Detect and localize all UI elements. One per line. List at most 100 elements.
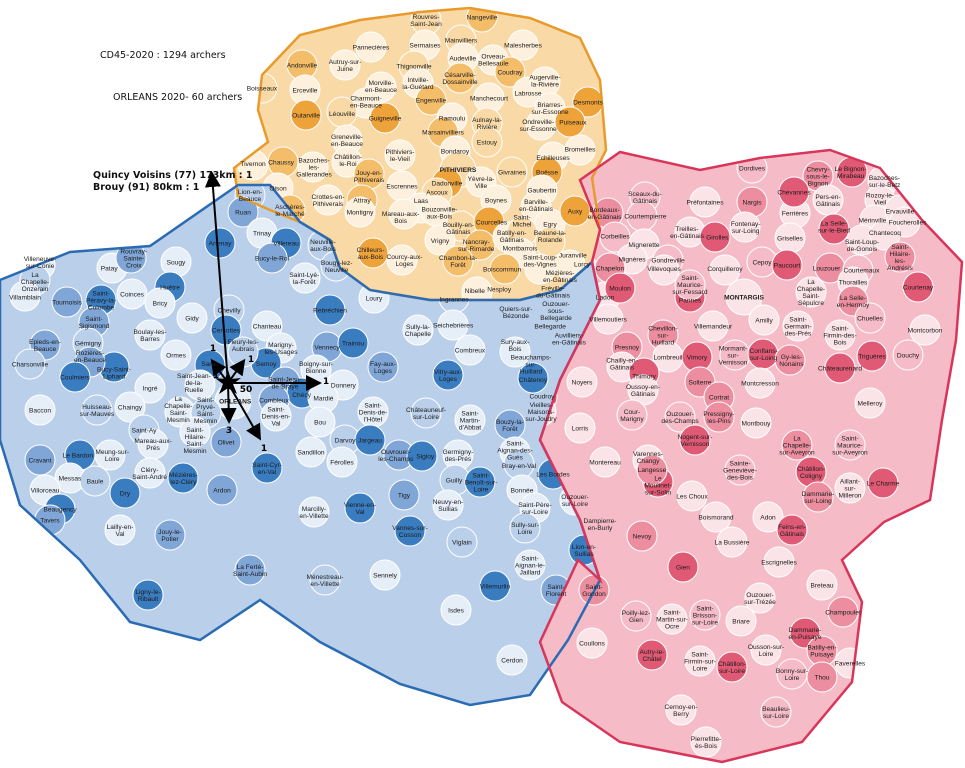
commune-label: Corbeilles xyxy=(600,233,630,240)
commune-label: Cerdon xyxy=(501,657,523,664)
commune-label-group: ORLEANS xyxy=(219,398,252,405)
commune-label: Pannecières xyxy=(353,44,390,51)
commune-cell xyxy=(290,99,322,131)
commune-label: Melleroy xyxy=(858,400,884,407)
commune-label: Combreux xyxy=(455,347,486,354)
commune-cell xyxy=(689,186,721,218)
commune-label: Nibelle xyxy=(465,288,485,295)
commune-label: Presnoy xyxy=(615,344,640,351)
commune-cell xyxy=(795,276,827,308)
commune-label: Le Bignon-Mirabeau xyxy=(835,166,867,180)
commune-cell xyxy=(256,242,288,274)
brouy-note: Brouy (91) 80km : 1 xyxy=(93,182,200,193)
commune-label-group: Thimory xyxy=(632,374,657,381)
commune-label: Ormes xyxy=(166,352,186,359)
commune-label-group: Bucy-Saint-Liphard xyxy=(97,367,131,381)
commune-label-group: Feins-en-Gâtinais xyxy=(778,524,806,538)
commune-label-group: Olivet xyxy=(218,439,235,446)
commune-label: Rebréchien xyxy=(313,307,347,314)
commune-label-group: Pers-en-Gâtinais xyxy=(815,194,840,208)
commune-label-group: Louzouer xyxy=(813,265,841,272)
commune-label-group: Baccon xyxy=(29,407,51,414)
commune-cell xyxy=(566,366,598,398)
commune-cell xyxy=(507,29,539,61)
commune-label: Paucourt xyxy=(774,262,801,269)
commune-label-group: Artenay xyxy=(209,240,232,247)
commune-label: Rouvres-Saint-Jean xyxy=(410,14,442,28)
commune-label-group: Trinay xyxy=(253,230,272,237)
commune-cell xyxy=(494,56,526,88)
commune-label-group: Darvoy xyxy=(335,437,357,444)
commune-label-group: Coinces xyxy=(120,291,145,298)
commune-label-group: Estouy xyxy=(477,139,498,146)
commune-cell xyxy=(636,639,668,671)
commune-label-group: Coudray xyxy=(498,69,524,76)
commune-label-group: Triguères xyxy=(858,353,886,360)
commune-label-group: Saint-Firmin-des-Bois xyxy=(823,325,856,346)
commune-cell xyxy=(326,446,358,478)
commune-label-group: Sigloy xyxy=(416,453,435,460)
commune-label: Saint-Jean-de-Braye xyxy=(268,376,302,390)
commune-label: Bouzonville-aux-Bois xyxy=(421,207,457,221)
commune-cell xyxy=(700,501,732,533)
commune-label-group: Châteauneuf-sur-Loire xyxy=(406,407,446,421)
commune-label-group: Chevry-sous-le-Bignon xyxy=(806,166,829,187)
commune-label: Andonville xyxy=(287,62,318,69)
commune-label: Escrennes xyxy=(386,183,418,190)
commune-cell xyxy=(402,314,434,346)
commune-cell xyxy=(534,226,566,258)
commune-label: Nesploy xyxy=(487,286,512,293)
commune-cell xyxy=(689,599,721,631)
commune-label-group: Andonville xyxy=(287,62,318,69)
commune-label-group: Conflans-sur-Loing xyxy=(749,348,777,362)
commune-label-group: Gidy xyxy=(185,315,199,322)
commune-label-group: Gaubertin xyxy=(528,187,557,194)
commune-cell xyxy=(454,404,486,436)
commune-label: Neuvy-en-Sullias xyxy=(433,499,463,513)
commune-label: Saint-Gondon xyxy=(582,584,606,598)
commune-label-group: Dordives xyxy=(739,165,766,172)
commune-label: La Selle-sur-le-Bied xyxy=(818,220,850,234)
count-saran: 1 xyxy=(210,344,216,354)
commune-label: Malesherbes xyxy=(504,42,542,49)
commune-label-group: Foucherolles xyxy=(889,219,927,226)
commune-label: Saint-Germain-des-Prés xyxy=(784,316,812,337)
commune-label-group: Engenville xyxy=(416,97,447,104)
commune-label-group: Auvilliers-en-Gâtinais xyxy=(552,332,586,346)
commune-label-group: Rouvres-Saint-Jean xyxy=(410,14,442,28)
commune-label: Briare xyxy=(732,618,750,625)
commune-label-group: Messas xyxy=(59,475,82,482)
commune-cell xyxy=(834,429,866,461)
commune-label-group: Châteaurenard xyxy=(818,365,862,372)
commune-cell xyxy=(760,696,792,728)
commune-cell xyxy=(432,359,464,391)
commune-label: Les Choux xyxy=(676,493,708,500)
commune-label-group: Aulnay-la-Rivière xyxy=(472,117,502,131)
commune-label: Dadonville xyxy=(432,180,463,187)
commune-label-group: Jouy-le-Potier xyxy=(158,529,181,543)
commune-label: Sandillon xyxy=(297,449,324,456)
commune-cell xyxy=(176,302,208,334)
commune-label: Bucy-le-Roi xyxy=(255,255,290,262)
commune-label-group: Ingré xyxy=(142,385,157,392)
commune-label: Guigneville xyxy=(369,115,402,122)
commune-label-group: Chapelon xyxy=(596,265,625,272)
commune-label-group: Lailly-en-Val xyxy=(107,524,134,538)
commune-label: Villevoques xyxy=(647,266,681,273)
commune-label-group: Briarres-sur-Essonne xyxy=(531,102,568,116)
commune-label-group: Ramoulu xyxy=(439,115,466,122)
commune-label-group: Champoulet xyxy=(825,609,861,616)
commune-label: Saint-Aignan-le-Jaillard xyxy=(515,555,545,576)
commune-label: Le Charme xyxy=(867,480,900,487)
commune-label: Corquilleroy xyxy=(707,266,743,273)
commune-label: Férolles xyxy=(330,459,354,466)
commune-cell xyxy=(9,280,41,312)
commune-label-group: Augerville-la-Rivière xyxy=(529,75,560,89)
arrow-olivet xyxy=(220,382,237,424)
commune-label-group: Villeneuve-sur-Conie xyxy=(24,256,57,270)
commune-label: Vieilles-Maisons-sur-Joudry xyxy=(526,402,558,423)
commune-label-group: Beaune-la-Rolande xyxy=(534,230,566,244)
commune-label: Saint-Père-sur-Loire xyxy=(518,502,551,516)
commune-cell xyxy=(824,352,856,384)
commune-label-group: Pierrefitte-ès-Bois xyxy=(691,736,721,750)
